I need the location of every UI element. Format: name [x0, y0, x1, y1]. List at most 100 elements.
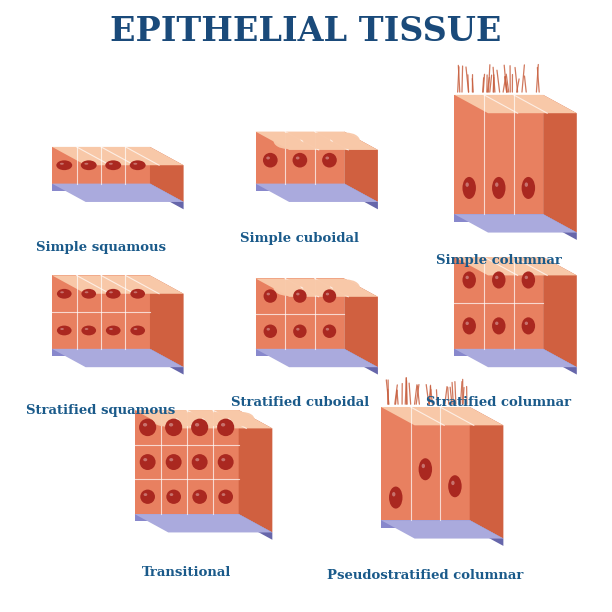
Ellipse shape — [263, 153, 278, 168]
Ellipse shape — [81, 289, 96, 299]
Polygon shape — [345, 349, 378, 375]
Ellipse shape — [326, 157, 329, 160]
Text: Simple cuboidal: Simple cuboidal — [241, 232, 359, 245]
Ellipse shape — [204, 412, 228, 427]
Ellipse shape — [333, 133, 360, 149]
Polygon shape — [135, 514, 272, 532]
Ellipse shape — [170, 493, 173, 496]
Ellipse shape — [106, 326, 121, 335]
Ellipse shape — [109, 328, 113, 330]
Ellipse shape — [140, 490, 155, 504]
Polygon shape — [256, 132, 345, 184]
Text: Stratified squamous: Stratified squamous — [26, 403, 176, 417]
Ellipse shape — [264, 324, 277, 338]
Ellipse shape — [303, 133, 330, 149]
Ellipse shape — [191, 419, 208, 436]
Ellipse shape — [463, 177, 476, 199]
Ellipse shape — [492, 272, 506, 289]
Ellipse shape — [169, 423, 173, 427]
Ellipse shape — [322, 153, 337, 168]
Polygon shape — [454, 95, 577, 113]
Ellipse shape — [451, 481, 455, 485]
Polygon shape — [454, 214, 577, 233]
Ellipse shape — [495, 182, 498, 187]
Ellipse shape — [303, 280, 330, 296]
Ellipse shape — [466, 322, 469, 325]
Ellipse shape — [492, 318, 506, 334]
Ellipse shape — [422, 464, 425, 468]
Ellipse shape — [60, 328, 64, 330]
Ellipse shape — [524, 322, 528, 325]
Ellipse shape — [326, 293, 329, 296]
Ellipse shape — [521, 272, 535, 289]
Polygon shape — [135, 514, 239, 521]
Ellipse shape — [293, 153, 307, 168]
Ellipse shape — [192, 454, 207, 470]
Ellipse shape — [179, 412, 203, 427]
Text: Simple columnar: Simple columnar — [436, 253, 562, 267]
Ellipse shape — [152, 412, 176, 427]
Polygon shape — [454, 95, 543, 214]
Ellipse shape — [218, 490, 233, 504]
Polygon shape — [52, 184, 184, 202]
Polygon shape — [52, 184, 150, 191]
Ellipse shape — [143, 423, 147, 427]
Polygon shape — [52, 349, 150, 356]
Ellipse shape — [217, 419, 234, 436]
Polygon shape — [381, 520, 470, 528]
Ellipse shape — [81, 326, 96, 335]
Polygon shape — [239, 410, 272, 532]
Ellipse shape — [521, 318, 535, 334]
Ellipse shape — [463, 272, 476, 289]
Polygon shape — [52, 275, 184, 294]
Ellipse shape — [448, 476, 461, 497]
Ellipse shape — [195, 423, 200, 427]
Ellipse shape — [392, 492, 395, 496]
Ellipse shape — [296, 328, 299, 330]
Ellipse shape — [389, 487, 403, 509]
Polygon shape — [150, 184, 184, 209]
Ellipse shape — [221, 423, 225, 427]
Polygon shape — [256, 184, 378, 202]
Ellipse shape — [57, 289, 72, 299]
Ellipse shape — [231, 412, 255, 427]
Ellipse shape — [495, 322, 498, 325]
Polygon shape — [256, 278, 345, 349]
Ellipse shape — [492, 177, 506, 199]
Ellipse shape — [495, 276, 498, 279]
Polygon shape — [256, 349, 378, 367]
Polygon shape — [135, 410, 239, 514]
Ellipse shape — [144, 493, 147, 496]
Polygon shape — [381, 407, 470, 520]
Polygon shape — [150, 349, 184, 375]
Ellipse shape — [521, 177, 535, 199]
Polygon shape — [135, 410, 272, 428]
Polygon shape — [256, 278, 378, 297]
Polygon shape — [470, 407, 504, 539]
Ellipse shape — [326, 328, 329, 330]
Polygon shape — [256, 184, 345, 191]
Ellipse shape — [60, 163, 64, 165]
Ellipse shape — [106, 289, 121, 299]
Text: Simple squamous: Simple squamous — [36, 241, 166, 255]
Ellipse shape — [170, 458, 173, 461]
Polygon shape — [543, 95, 577, 233]
Polygon shape — [543, 214, 577, 240]
Polygon shape — [454, 257, 543, 349]
Polygon shape — [345, 132, 378, 202]
Polygon shape — [52, 147, 150, 184]
Ellipse shape — [109, 163, 113, 165]
Polygon shape — [52, 147, 184, 165]
Ellipse shape — [323, 324, 336, 338]
Ellipse shape — [323, 289, 336, 303]
Ellipse shape — [133, 328, 137, 330]
Ellipse shape — [192, 490, 207, 504]
Ellipse shape — [81, 160, 97, 170]
Ellipse shape — [266, 157, 270, 160]
Polygon shape — [470, 520, 504, 546]
Polygon shape — [256, 349, 345, 356]
Polygon shape — [454, 257, 577, 275]
Polygon shape — [543, 349, 577, 375]
Ellipse shape — [133, 291, 137, 293]
Ellipse shape — [84, 163, 88, 165]
